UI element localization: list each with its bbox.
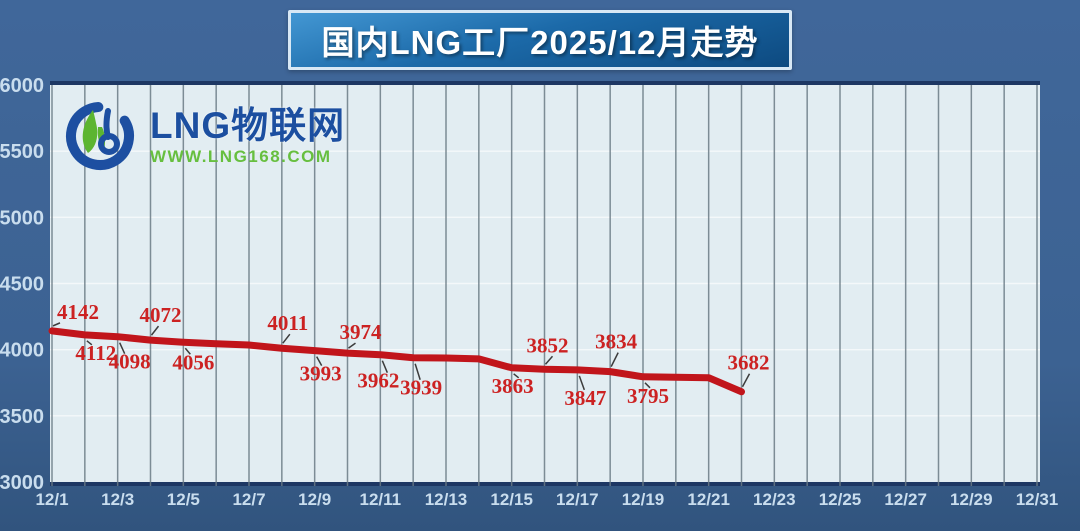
x-tick-label: 12/5 <box>167 490 200 509</box>
x-tick-label: 12/1 <box>35 490 68 509</box>
x-tick-label: 12/9 <box>298 490 331 509</box>
label-leader <box>118 342 126 355</box>
x-tick-label: 12/25 <box>819 490 862 509</box>
label-leader <box>414 363 421 380</box>
data-point-label: 3795 <box>627 384 669 408</box>
x-tick-label: 12/15 <box>490 490 533 509</box>
logo-name: LNG物联网 <box>150 105 346 146</box>
data-point-label: 4056 <box>172 350 214 374</box>
label-leader <box>86 340 93 346</box>
title-banner: 国内LNG工厂2025/12月走势 <box>288 10 792 70</box>
data-point-label: 3939 <box>400 376 442 400</box>
label-leader <box>644 382 651 389</box>
data-point-label: 3834 <box>595 330 638 354</box>
chart-title: 国内LNG工厂2025/12月走势 <box>321 24 759 61</box>
x-tick-label: 12/21 <box>687 490 730 509</box>
y-tick-label: 5000 <box>0 207 44 229</box>
x-tick-label: 12/31 <box>1016 490 1059 509</box>
lng-logo-icon <box>66 102 134 170</box>
data-point-label: 3962 <box>357 369 399 393</box>
logo-url: WWW.LNG168.COM <box>150 147 332 166</box>
x-tick-label: 12/13 <box>425 490 468 509</box>
data-point-label: 3847 <box>564 386 606 410</box>
x-tick-label: 12/7 <box>232 490 265 509</box>
label-leader <box>610 352 619 367</box>
x-tick-label: 12/29 <box>950 490 993 509</box>
label-leader <box>741 373 751 388</box>
data-point-label: 3682 <box>728 351 770 375</box>
y-tick-label: 4500 <box>0 274 44 296</box>
label-leader <box>544 355 554 365</box>
data-point-label: 3852 <box>527 333 569 357</box>
y-tick-label: 3000 <box>0 472 44 494</box>
data-point-label: 3993 <box>300 362 342 386</box>
data-point-label: 4011 <box>267 311 308 335</box>
x-tick-label: 12/11 <box>360 490 402 509</box>
data-point-label: 4112 <box>75 341 116 365</box>
label-leader <box>52 322 61 327</box>
label-leader <box>184 347 191 355</box>
data-point-label: 4142 <box>57 300 99 324</box>
y-tick-label: 6000 <box>0 75 44 97</box>
price-line <box>48 327 745 396</box>
x-tick-label: 12/23 <box>753 490 796 509</box>
label-leader <box>513 373 520 379</box>
x-tick-label: 12/17 <box>556 490 599 509</box>
data-point-label: 3974 <box>340 320 383 344</box>
data-point-label: 4072 <box>140 303 182 327</box>
x-tick-label: 12/27 <box>884 490 927 509</box>
y-tick-label: 5500 <box>0 141 44 163</box>
label-leader <box>381 360 389 373</box>
label-leader <box>578 375 586 391</box>
x-tick-label: 12/19 <box>622 490 665 509</box>
label-leader <box>316 356 323 366</box>
watermark-logo: LNG物联网 WWW.LNG168.COM <box>62 94 345 174</box>
data-point-label: 3863 <box>492 374 534 398</box>
y-tick-label: 4000 <box>0 340 44 362</box>
label-leader <box>282 333 291 344</box>
label-leader <box>348 342 356 349</box>
x-tick-label: 12/3 <box>101 490 134 509</box>
plot-top-border <box>50 81 1040 85</box>
data-point-label: 4098 <box>109 350 151 374</box>
y-tick-label: 3500 <box>0 406 44 428</box>
label-leader <box>150 325 160 336</box>
